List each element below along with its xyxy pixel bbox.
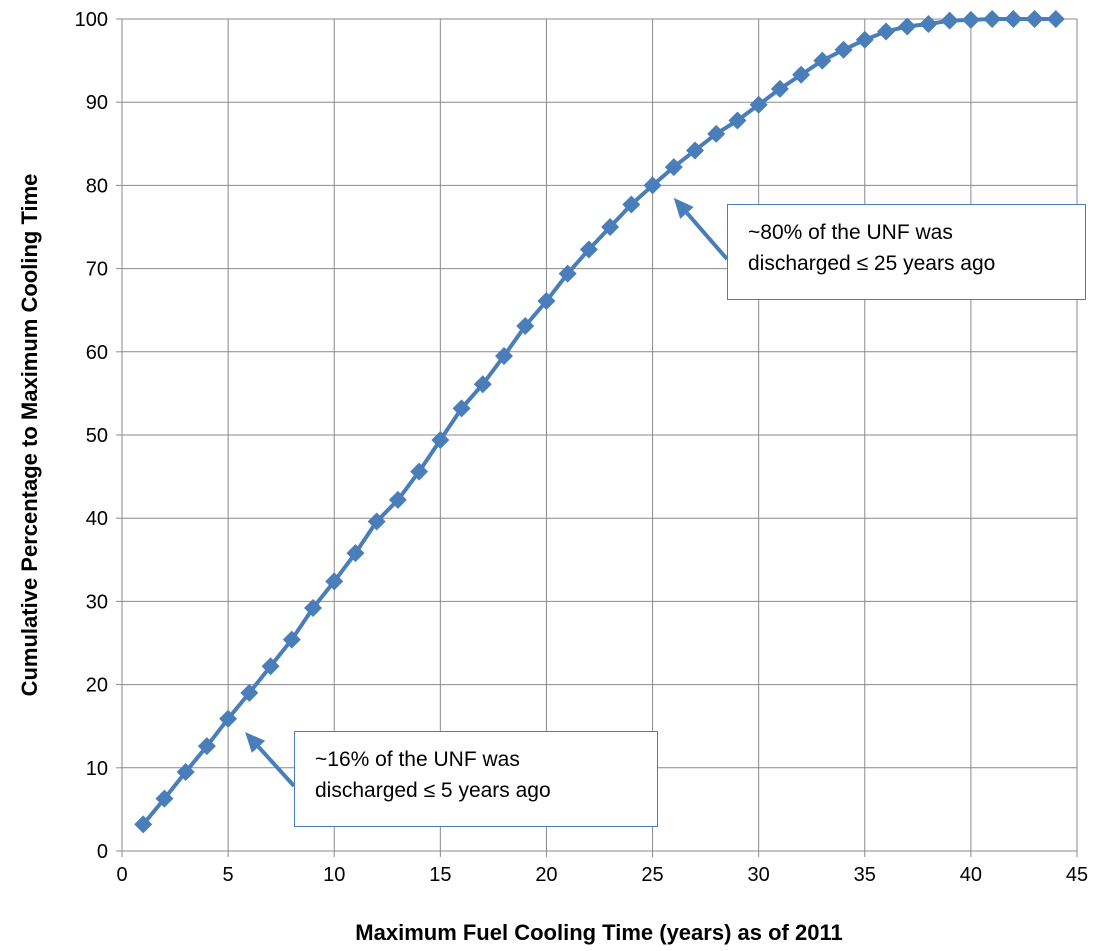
y-tick-label: 70 xyxy=(86,259,108,281)
axes xyxy=(116,18,1078,857)
x-tick-label: 25 xyxy=(641,864,663,886)
data-point xyxy=(155,789,174,808)
data-point xyxy=(770,79,789,98)
y-axis-title: Cumulative Percentage to Maximum Cooling… xyxy=(17,174,42,697)
data-point xyxy=(346,544,365,563)
data-point xyxy=(834,40,853,59)
data-point xyxy=(643,176,662,195)
data-point xyxy=(813,51,832,70)
annotation-arrow-head xyxy=(245,732,266,753)
y-tick-label: 80 xyxy=(86,175,108,197)
data-point xyxy=(686,141,704,160)
data-point xyxy=(707,124,726,143)
data-point xyxy=(601,218,620,236)
data-point xyxy=(792,65,811,84)
data-point xyxy=(961,10,980,29)
y-tick-label: 60 xyxy=(86,342,108,364)
series-line xyxy=(141,17,1056,826)
data-point xyxy=(940,11,959,30)
data-point xyxy=(431,430,450,449)
data-point xyxy=(516,317,535,336)
data-point xyxy=(176,762,195,781)
x-tick-label: 0 xyxy=(116,864,127,886)
x-tick-label: 35 xyxy=(854,864,876,886)
data-point xyxy=(261,657,280,676)
data-point xyxy=(537,292,556,311)
tick-labels: 0 10 20 30 40 50 60 70 80 90 100 0 5 10 15 20 25 30 35 40 45 xyxy=(75,9,1089,886)
data-point xyxy=(855,30,874,49)
y-tick-label: 40 xyxy=(86,508,108,530)
data-point xyxy=(367,512,386,531)
data-point xyxy=(877,22,895,41)
y-tick-label: 50 xyxy=(86,425,108,447)
x-tick-label: 15 xyxy=(429,864,451,886)
data-series xyxy=(134,10,1065,834)
x-tick-label: 10 xyxy=(323,864,345,886)
x-axis-title: Maximum Fuel Cooling Time (years) as of … xyxy=(355,920,842,945)
x-tick-label: 40 xyxy=(960,864,982,886)
data-point xyxy=(134,815,153,834)
data-point xyxy=(473,375,492,394)
y-tick-label: 30 xyxy=(86,591,108,613)
x-tick-label: 45 xyxy=(1066,864,1088,886)
annotation-arrow-shaft xyxy=(685,211,729,261)
data-point xyxy=(919,14,938,33)
gridlines xyxy=(122,18,1078,851)
y-tick-label: 10 xyxy=(86,758,108,780)
annotation-80-line-2: discharged ≤ 25 years ago xyxy=(748,252,996,275)
data-point xyxy=(898,17,917,36)
data-point xyxy=(197,737,216,756)
data-point xyxy=(240,683,259,702)
data-point xyxy=(749,95,768,114)
annotation-16-line-2: discharged ≤ 5 years ago xyxy=(315,779,551,802)
annotation-16-percent: ~16% of the UNF was discharged ≤ 5 years… xyxy=(294,731,658,827)
y-tick-label: 0 xyxy=(97,841,108,863)
data-point xyxy=(983,10,1002,28)
data-point xyxy=(219,709,238,728)
annotation-80-line-1: ~80% of the UNF was xyxy=(748,221,953,244)
data-point xyxy=(282,630,301,649)
y-tick-label: 20 xyxy=(86,675,108,697)
annotation-arrows xyxy=(245,197,729,788)
annotation-arrow-head xyxy=(673,197,694,219)
annotation-80-percent: ~80% of the UNF was discharged ≤ 25 year… xyxy=(727,204,1086,300)
data-point xyxy=(1025,10,1044,28)
data-point xyxy=(388,490,407,509)
data-point xyxy=(325,572,344,591)
y-tick-label: 100 xyxy=(75,9,108,31)
data-point xyxy=(1004,10,1023,28)
data-point xyxy=(452,399,471,418)
data-point xyxy=(664,158,683,177)
data-point xyxy=(304,599,322,618)
x-tick-label: 30 xyxy=(748,864,770,886)
annotation-16-line-1: ~16% of the UNF was xyxy=(315,748,520,771)
data-point xyxy=(495,346,513,365)
y-tick-label: 90 xyxy=(86,92,108,114)
data-point xyxy=(1046,10,1065,28)
data-point xyxy=(622,195,641,214)
data-point xyxy=(579,240,598,259)
x-tick-label: 20 xyxy=(535,864,557,886)
data-point xyxy=(728,111,747,130)
data-point xyxy=(558,264,577,283)
x-tick-label: 5 xyxy=(223,864,234,886)
data-point xyxy=(410,462,429,481)
annotation-arrow-shaft xyxy=(257,745,296,788)
